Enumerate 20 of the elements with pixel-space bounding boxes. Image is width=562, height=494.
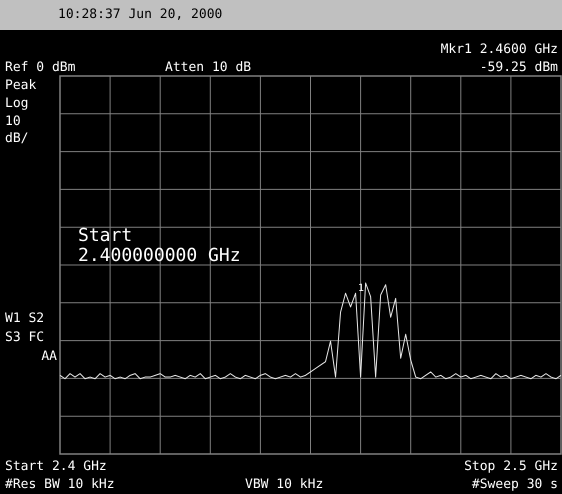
annotation: 1 [358, 283, 364, 294]
text: S3 FC [5, 330, 44, 345]
text: Peak [5, 78, 36, 93]
text: dB/ [5, 131, 28, 146]
text: Log [5, 96, 28, 111]
text: 2.400000000 GHz [78, 245, 241, 266]
text: VBW 10 kHz [245, 477, 324, 492]
text: Mkr1 2.4600 GHz [440, 42, 558, 57]
text: AA [41, 349, 58, 364]
text: Atten 10 dB [165, 60, 252, 75]
text: Start 2.4 GHz [5, 459, 107, 474]
text: W1 S2 [5, 311, 44, 326]
text: -59.25 dBm [480, 60, 558, 75]
text: #Res BW 10 kHz [5, 477, 115, 492]
chart-title: 10:28:37 Jun 20, 2000 [0, 0, 562, 30]
text: 10 [5, 114, 21, 129]
text: Stop 2.5 GHz [464, 459, 558, 474]
text: Start [78, 225, 132, 246]
text: Ref 0 dBm [5, 60, 76, 75]
text: #Sweep 30 s [472, 477, 558, 492]
